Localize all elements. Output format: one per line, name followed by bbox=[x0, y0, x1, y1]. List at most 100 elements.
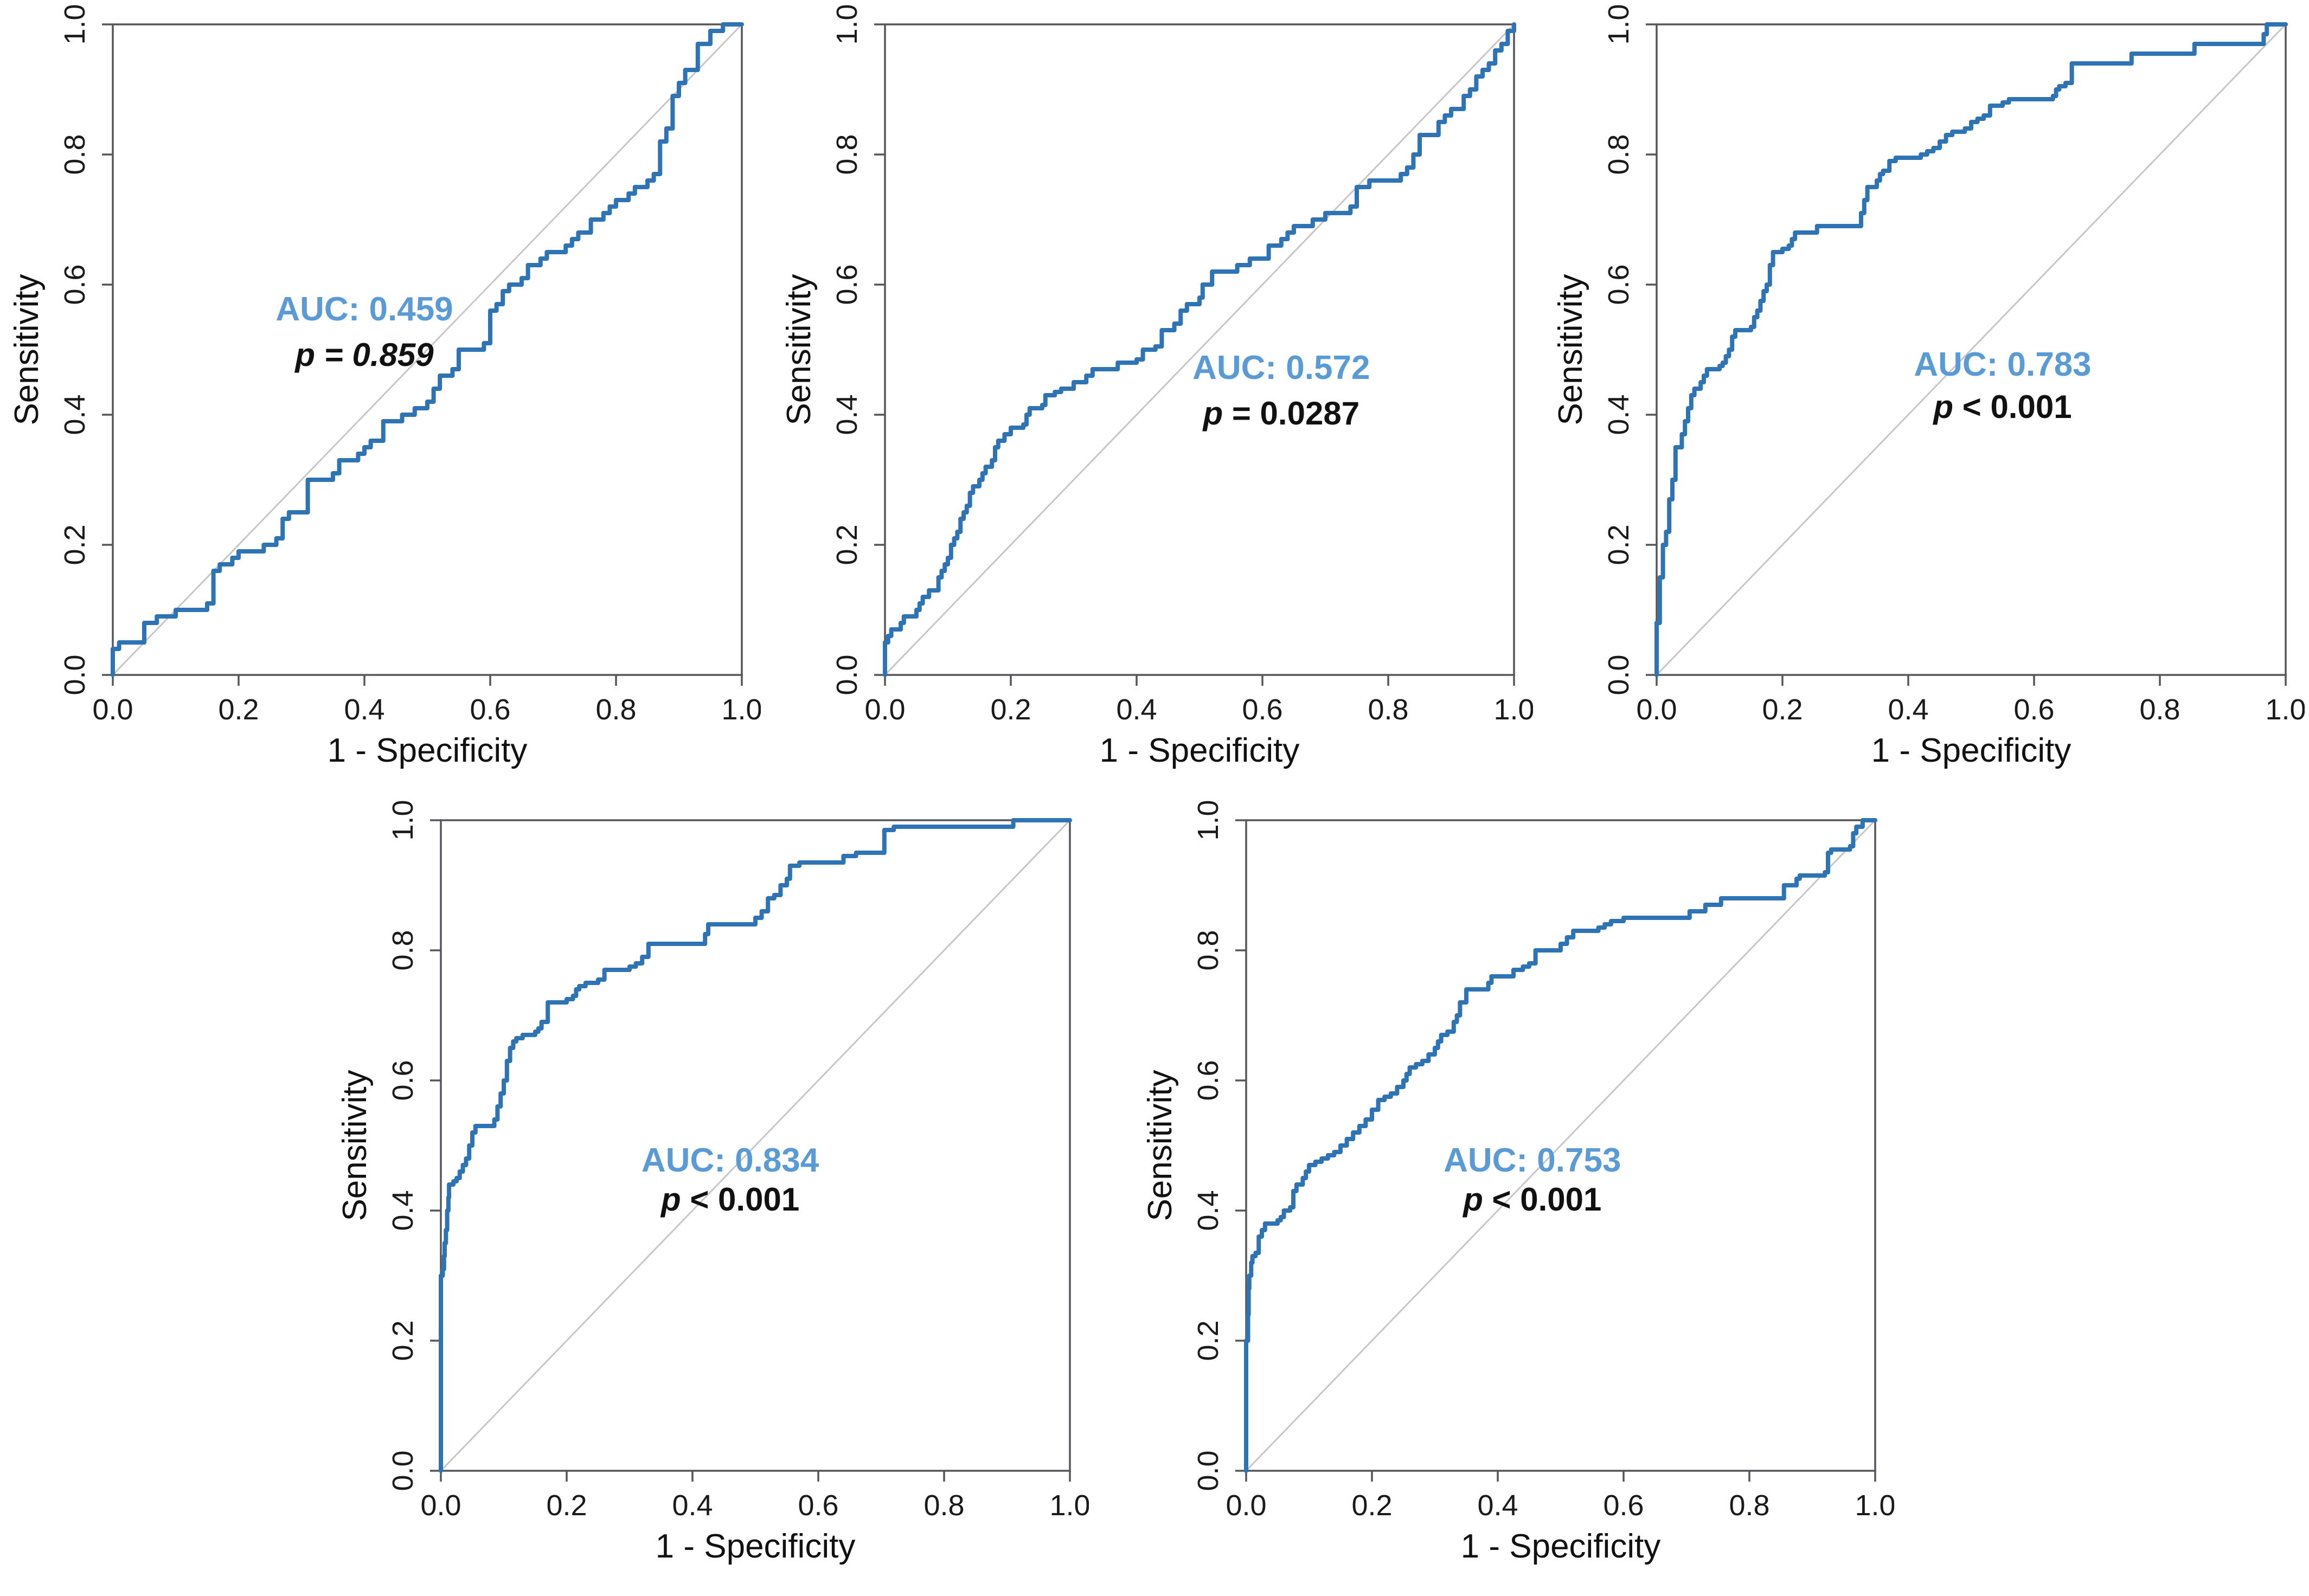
x-tick-label: 0.4 bbox=[344, 693, 384, 726]
roc-row-top: 0.0 0.0 0.2 0.2 0.4 0.4 0.6 0.6 0.8 0.8 1.0 1.0 AUC… bbox=[0, 0, 2309, 791]
p-annotation-variable: p bbox=[294, 337, 315, 373]
y-tick-label: 0.4 bbox=[1602, 394, 1635, 435]
reference-diagonal bbox=[1245, 819, 1876, 1472]
y-tick-label: 0.2 bbox=[1602, 524, 1635, 565]
x-tick-label: 0.6 bbox=[470, 693, 510, 726]
y-axis-title: Sensitivity bbox=[336, 1070, 374, 1221]
x-axis-title: 1 - Specificity bbox=[656, 1528, 856, 1565]
p-annotation-value: < 0.001 bbox=[1483, 1181, 1602, 1218]
x-tick-label: 0.6 bbox=[2013, 693, 2054, 726]
y-tick-label: 0.2 bbox=[831, 524, 863, 565]
roc-plot-5: 0.0 0.0 0.2 0.2 0.4 0.4 0.6 0.6 0.8 0.8 1.0 1.0 AUC… bbox=[1138, 796, 1894, 1587]
p-annotation-variable: p bbox=[1202, 395, 1223, 432]
x-axis-title: 1 - Specificity bbox=[328, 732, 528, 769]
auc-annotation: AUC: 0.783 bbox=[1914, 346, 2091, 383]
x-tick-label: 1.0 bbox=[721, 693, 761, 726]
x-tick-label: 0.4 bbox=[1888, 693, 1928, 726]
roc-curve bbox=[111, 22, 744, 677]
x-tick-label: 1.0 bbox=[1049, 1489, 1089, 1522]
p-annotation-variable: p bbox=[1462, 1181, 1483, 1218]
axes-5: 0.00.0 0.2 0.2 0.4 0.4 0.6 0.6 0.8 0.8 1.0 1.0 bbox=[1192, 800, 1894, 1522]
y-axis-title: Sensitivity bbox=[1141, 1070, 1179, 1221]
y-tick-label: 1.0 bbox=[831, 4, 863, 44]
auc-annotation: AUC: 0.834 bbox=[642, 1142, 819, 1179]
y-axis-title: Sensitivity bbox=[8, 274, 46, 425]
x-tick-label: 0.0 bbox=[420, 1489, 461, 1522]
x-tick-label: 0.6 bbox=[798, 1489, 838, 1522]
y-tick-label: 0.4 bbox=[831, 394, 863, 435]
y-tick-label: 0.0 bbox=[59, 654, 91, 695]
y-tick-label: 0.8 bbox=[387, 930, 419, 970]
axes-3: 0.00.0 0.2 0.2 0.4 0.4 0.6 0.6 0.8 0.8 1.0 1.0 bbox=[1602, 4, 2305, 726]
p-value-annotation: p < 0.001 bbox=[1932, 389, 2071, 425]
y-tick-label: 0.0 bbox=[1192, 1450, 1224, 1491]
reference-diagonal bbox=[884, 23, 1515, 676]
y-tick-label: 0.0 bbox=[831, 654, 863, 695]
y-tick-label: 0.6 bbox=[387, 1060, 419, 1101]
x-axis-title: 1 - Specificity bbox=[1461, 1528, 1661, 1565]
axes-4: 0.00.0 0.2 0.2 0.4 0.4 0.6 0.6 0.8 0.8 1.0 1.0 bbox=[387, 800, 1089, 1522]
roc-plot-4: 0.0 0.0 0.2 0.2 0.4 0.4 0.6 0.6 0.8 0.8 1.0 1.0 AUC… bbox=[332, 796, 1089, 1587]
x-tick-label: 0.4 bbox=[1116, 693, 1157, 726]
reference-diagonal bbox=[440, 819, 1071, 1472]
y-tick-label: 0.8 bbox=[59, 134, 91, 175]
y-tick-label: 0.0 bbox=[1602, 654, 1635, 695]
y-tick-label: 0.8 bbox=[1602, 134, 1635, 175]
p-annotation-value: = 0.0287 bbox=[1223, 395, 1359, 432]
x-tick-label: 0.0 bbox=[1636, 693, 1677, 726]
y-tick-label: 0.6 bbox=[831, 264, 863, 305]
y-tick-label: 1.0 bbox=[387, 800, 419, 840]
p-annotation-value: = 0.859 bbox=[315, 337, 434, 373]
x-tick-label: 0.6 bbox=[1242, 693, 1282, 726]
y-tick-label: 0.2 bbox=[387, 1320, 419, 1361]
x-tick-label: 1.0 bbox=[1493, 693, 1533, 726]
x-tick-label: 0.8 bbox=[1368, 693, 1408, 726]
x-tick-label: 0.0 bbox=[1226, 1489, 1266, 1522]
x-tick-label: 0.0 bbox=[92, 693, 133, 726]
x-tick-label: 0.8 bbox=[2139, 693, 2180, 726]
p-value-annotation: p = 0.0287 bbox=[1202, 395, 1359, 432]
y-tick-label: 0.4 bbox=[1192, 1190, 1224, 1231]
y-tick-label: 1.0 bbox=[1602, 4, 1635, 44]
x-axis-title: 1 - Specificity bbox=[1099, 732, 1299, 769]
y-axis-title: Sensitivity bbox=[780, 274, 818, 425]
x-tick-label: 0.2 bbox=[990, 693, 1031, 726]
x-tick-label: 0.2 bbox=[218, 693, 259, 726]
roc-row-bottom: 0.0 0.0 0.2 0.2 0.4 0.4 0.6 0.6 0.8 0.8 1.0 1.0 AUC… bbox=[0, 796, 2309, 1587]
y-tick-label: 0.6 bbox=[59, 264, 91, 305]
x-axis-title: 1 - Specificity bbox=[1871, 732, 2071, 769]
x-tick-label: 0.2 bbox=[1762, 693, 1803, 726]
roc-plot-1: 0.0 0.0 0.2 0.2 0.4 0.4 0.6 0.6 0.8 0.8 1.0 1.0 AUC… bbox=[4, 0, 761, 791]
p-annotation-value: < 0.001 bbox=[681, 1181, 800, 1218]
x-tick-label: 0.8 bbox=[1729, 1489, 1769, 1522]
y-tick-label: 0.8 bbox=[1192, 930, 1224, 970]
x-tick-label: 1.0 bbox=[2265, 693, 2305, 726]
x-tick-label: 0.2 bbox=[1351, 1489, 1392, 1522]
reference-diagonal bbox=[1656, 23, 2287, 676]
roc-plot-3: 0.0 0.0 0.2 0.2 0.4 0.4 0.6 0.6 0.8 0.8 1.0 1.0 AUC… bbox=[1548, 0, 2305, 791]
x-tick-label: 0.4 bbox=[672, 1489, 713, 1522]
axes-1: 0.00.0 0.2 0.2 0.4 0.4 0.6 0.6 0.8 0.8 1.0 1.0 bbox=[59, 4, 761, 726]
y-tick-label: 0.2 bbox=[1192, 1320, 1224, 1361]
y-tick-label: 1.0 bbox=[1192, 800, 1224, 840]
x-tick-label: 0.4 bbox=[1477, 1489, 1518, 1522]
axes-2: 0.00.0 0.2 0.2 0.4 0.4 0.6 0.6 0.8 0.8 1.0 1.0 bbox=[831, 4, 1533, 726]
roc-curve bbox=[1244, 818, 1877, 1473]
p-annotation-variable: p bbox=[660, 1181, 681, 1218]
x-tick-label: 0.8 bbox=[595, 693, 636, 726]
p-value-annotation: p < 0.001 bbox=[660, 1181, 799, 1218]
y-tick-label: 0.6 bbox=[1192, 1060, 1224, 1101]
p-value-annotation: p < 0.001 bbox=[1462, 1181, 1601, 1218]
y-tick-label: 0.0 bbox=[387, 1450, 419, 1491]
y-tick-label: 0.4 bbox=[387, 1190, 419, 1231]
roc-curve bbox=[439, 818, 1072, 1473]
roc-plot-2: 0.0 0.0 0.2 0.2 0.4 0.4 0.6 0.6 0.8 0.8 1.0 1.0 AUC… bbox=[777, 0, 1533, 791]
x-tick-label: 0.2 bbox=[546, 1489, 587, 1522]
y-tick-label: 1.0 bbox=[59, 4, 91, 44]
auc-annotation: AUC: 0.572 bbox=[1192, 349, 1370, 387]
y-tick-label: 0.6 bbox=[1602, 264, 1635, 305]
y-tick-label: 0.2 bbox=[59, 524, 91, 565]
roc-curve bbox=[882, 22, 1516, 677]
x-tick-label: 0.6 bbox=[1603, 1489, 1644, 1522]
